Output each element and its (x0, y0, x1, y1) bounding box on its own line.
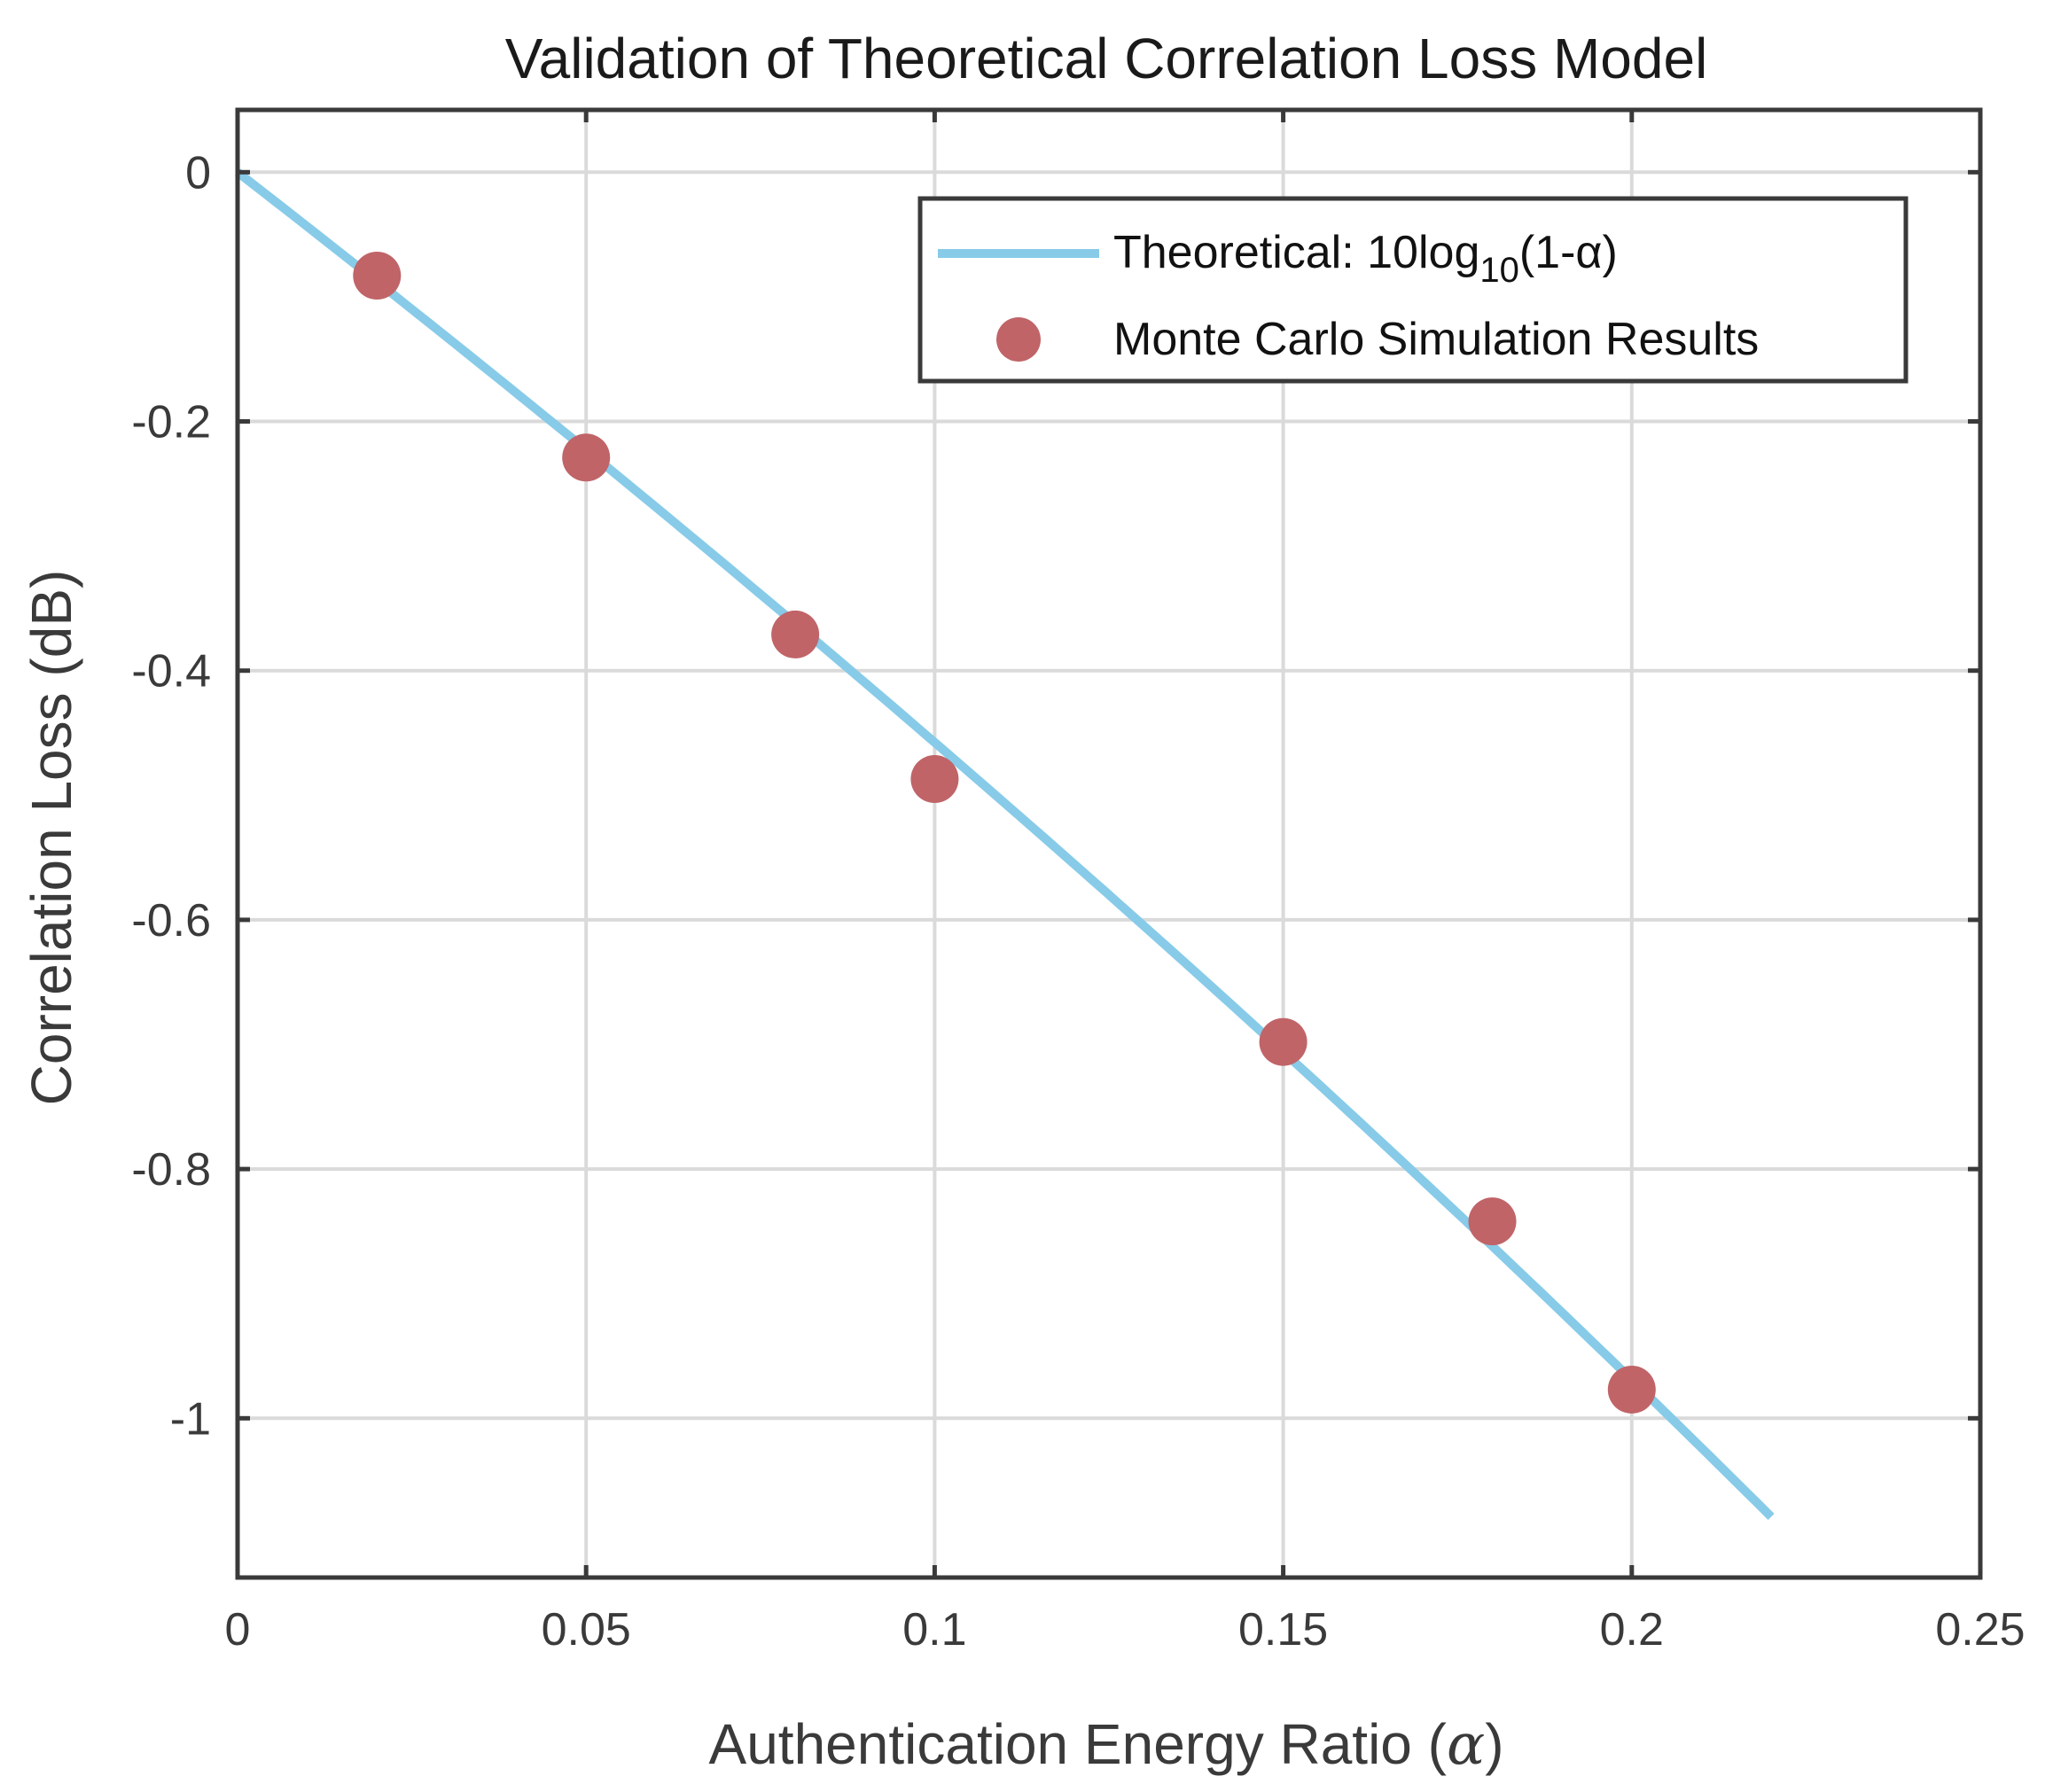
x-tick-label: 0 (225, 1604, 251, 1656)
chart-title: Validation of Theoretical Correlation Lo… (505, 27, 1708, 90)
y-tick-label: 0 (185, 147, 211, 199)
y-tick-label: -0.4 (131, 646, 211, 697)
monte-carlo-point (1259, 1017, 1308, 1066)
theoretical-curve (234, 168, 1775, 1521)
axis-ticks: 0 0.05 0.1 0.15 0.2 0.25 0 -0.2 -0.4 -0.6 -0.8 -1 (131, 110, 2026, 1656)
x-tick-label: 0.15 (1238, 1604, 1328, 1656)
y-tick-label: -0.2 (131, 397, 211, 448)
legend-label-monte-carlo: Monte Carlo Simulation Results (1113, 314, 1759, 365)
legend-marker-swatch (996, 317, 1041, 362)
y-tick-label: -0.6 (131, 895, 211, 947)
legend-box (917, 196, 1909, 384)
y-axis-label: Correlation Loss (dB) (20, 570, 83, 1106)
x-axis-label: Authentication Energy Ratio (α) (709, 1712, 1504, 1778)
monte-carlo-point (771, 610, 820, 658)
plot-frame (235, 107, 1983, 1580)
monte-carlo-point (562, 433, 611, 482)
y-tick-label: -1 (170, 1393, 211, 1445)
x-tick-label: 0.1 (902, 1604, 966, 1656)
series-layer (234, 168, 1775, 1521)
x-tick-label: 0.2 (1600, 1604, 1664, 1656)
y-tick-label: -0.8 (131, 1144, 211, 1196)
x-tick-label: 0.25 (1935, 1604, 2025, 1656)
monte-carlo-point (353, 251, 402, 300)
monte-carlo-point (1607, 1365, 1656, 1414)
legend-label-theoretical: Theoretical: 10log10(1-α) (1113, 227, 1618, 290)
monte-carlo-point (1468, 1197, 1517, 1246)
monte-carlo-point (910, 755, 959, 804)
legend: Theoretical: 10log10(1-α) Monte Carlo Si… (917, 196, 1909, 384)
x-tick-label: 0.05 (542, 1604, 631, 1656)
